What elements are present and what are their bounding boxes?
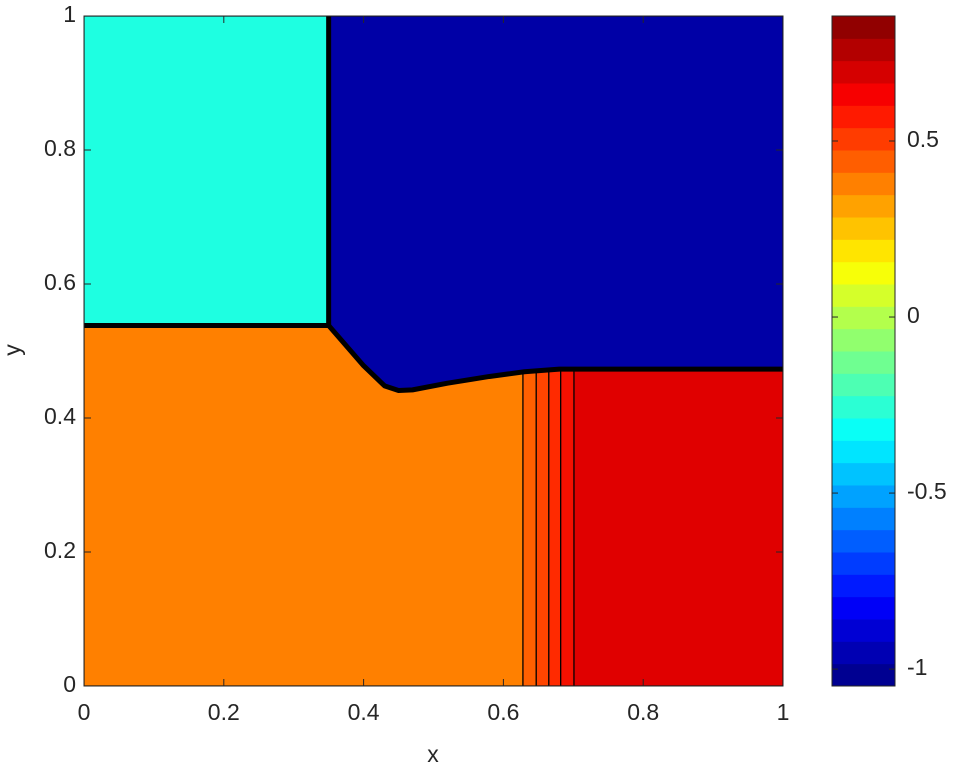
colorbar-band (832, 150, 895, 173)
colorbar-band (832, 127, 895, 151)
y-axis-label: y (0, 344, 25, 356)
y-tick-label: 0.2 (44, 537, 76, 563)
colorbar-band (832, 507, 895, 531)
colorbar-band (832, 351, 895, 374)
colorbar-band (832, 83, 895, 106)
colorbar-band (832, 418, 895, 441)
contour-region (84, 16, 330, 327)
colorbar-tick-label: 0.5 (907, 126, 939, 152)
y-tick-label: 1 (63, 1, 76, 27)
colorbar-band (832, 194, 895, 218)
colorbar-tick-label: 0 (907, 302, 920, 328)
colorbar-band (832, 16, 895, 39)
y-tick-label: 0.4 (44, 403, 76, 429)
colorbar-band (832, 217, 895, 240)
x-tick-label: 0 (78, 699, 91, 725)
colorbar-band (832, 663, 895, 687)
colorbar-band (832, 60, 895, 84)
colorbar-band (832, 529, 895, 553)
contour-region (573, 368, 783, 686)
colorbar-band (832, 596, 895, 620)
contour-line (326, 323, 783, 394)
contour-region (548, 368, 562, 686)
colorbar-band (832, 395, 895, 419)
colorbar-band (832, 462, 895, 486)
colorbar-tick-label: -1 (907, 654, 927, 680)
colorbar-band (832, 485, 895, 508)
colorbar-band (832, 105, 895, 129)
y-tick-label: 0 (63, 671, 76, 697)
plot-area (84, 16, 783, 686)
colorbar-band (832, 284, 895, 307)
axes-frame (83, 15, 784, 687)
colorbar-band (832, 328, 895, 352)
x-tick-label: 0.2 (208, 699, 240, 725)
colorbar-band (832, 440, 895, 464)
y-tick-label: 0.6 (44, 269, 76, 295)
colorbar-band (832, 306, 895, 330)
colorbar-frame (831, 15, 896, 687)
contour-region (560, 368, 575, 686)
colorbar-tick-label: -0.5 (907, 478, 947, 504)
colorbar-band (832, 172, 895, 196)
contour-region (328, 16, 783, 392)
colorbar-band (832, 239, 895, 263)
x-tick-label: 1 (777, 699, 790, 725)
colorbar-band (832, 261, 895, 285)
colorbar-band (832, 373, 895, 397)
x-tick-label: 0.8 (627, 699, 659, 725)
x-axis-label: x (427, 741, 439, 767)
contour-region (522, 369, 537, 686)
colorbar-band (832, 552, 895, 575)
colorbar-band (832, 619, 895, 642)
colorbar-band (832, 38, 895, 62)
colorbar-band (832, 574, 895, 598)
y-tick-label: 0.8 (44, 135, 76, 161)
colorbar-band (832, 641, 895, 665)
x-tick-label: 0.6 (487, 699, 519, 725)
contour-region (535, 369, 550, 686)
x-tick-label: 0.4 (348, 699, 380, 725)
